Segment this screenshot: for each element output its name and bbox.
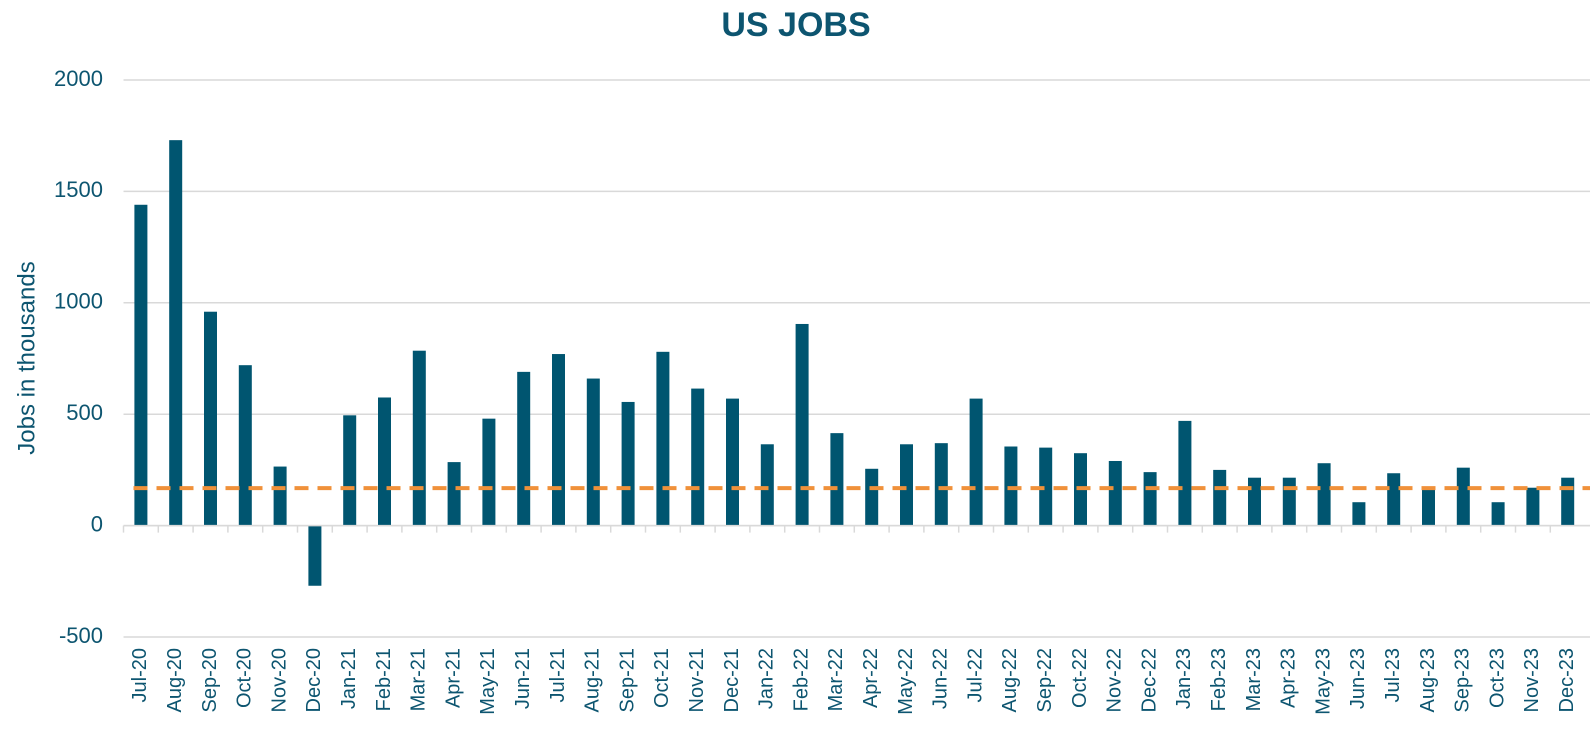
bar [1178, 420, 1192, 526]
bar [656, 351, 670, 526]
bar [830, 433, 844, 526]
bar [1491, 502, 1505, 526]
bar [1317, 463, 1331, 526]
x-tick-label: Nov-22 [1104, 648, 1126, 712]
x-tick-label: Dec-20 [303, 648, 325, 712]
bar [378, 397, 391, 526]
x-tick-label: Apr-21 [442, 648, 464, 708]
y-tick-label: -500 [59, 623, 103, 648]
x-tick-label: Oct-23 [1486, 648, 1508, 708]
bar [238, 365, 252, 526]
x-tick-label: Oct-20 [234, 648, 256, 708]
x-tick-label: Mar-21 [408, 648, 430, 711]
x-tick-label: Jul-20 [129, 648, 151, 702]
y-tick-label: 2000 [54, 66, 103, 91]
bar [795, 323, 809, 526]
x-tick-label: Feb-23 [1208, 648, 1230, 711]
x-tick-label: Aug-21 [582, 648, 604, 713]
bar [343, 415, 357, 526]
bar [552, 354, 565, 526]
y-axis-label: Jobs in thousands [13, 261, 40, 454]
bar [447, 462, 461, 526]
x-tick-label: Jun-21 [512, 648, 534, 709]
bar [1039, 447, 1053, 526]
x-tick-label: May-21 [477, 648, 499, 715]
bar [308, 525, 322, 586]
x-tick-label: Sep-21 [616, 648, 638, 713]
bar [1108, 460, 1122, 526]
x-tick-label: Feb-21 [373, 648, 395, 711]
x-tick-label: Nov-20 [268, 648, 290, 712]
bar [586, 378, 600, 526]
x-tick-label: Aug-20 [164, 648, 186, 713]
x-tick-label: Sep-22 [1034, 648, 1056, 713]
x-tick-label: Nov-23 [1521, 648, 1543, 712]
x-tick-label: Feb-22 [790, 648, 812, 711]
x-tick-label: Aug-22 [999, 648, 1021, 713]
x-tick-label: Apr-22 [860, 648, 882, 708]
bar [691, 388, 705, 526]
bar [900, 444, 913, 526]
x-tick-label: Dec-21 [721, 648, 743, 712]
x-tick-label: Dec-23 [1556, 648, 1578, 712]
y-tick-label: 1500 [54, 177, 103, 202]
x-tick-label: Jan-23 [1173, 648, 1195, 709]
y-tick-label: 1000 [54, 289, 103, 314]
bar [621, 401, 635, 526]
bar [204, 311, 217, 526]
bar [1422, 488, 1435, 526]
bar [934, 443, 948, 526]
bar [1248, 477, 1261, 526]
bar [517, 371, 531, 526]
bar [1213, 469, 1227, 526]
bar [134, 204, 148, 526]
x-tick-label: Nov-21 [686, 648, 708, 712]
x-tick-label: Mar-23 [1243, 648, 1265, 711]
x-tick-label: Jul-21 [547, 648, 569, 702]
bar [1282, 477, 1296, 526]
x-tick-label: Dec-22 [1138, 648, 1160, 712]
y-tick-label: 500 [66, 400, 103, 425]
x-tick-label: Mar-22 [825, 648, 847, 711]
x-tick-label: Jan-21 [338, 648, 360, 709]
x-tick-label: Jan-22 [756, 648, 778, 709]
bar [169, 140, 183, 526]
bar [865, 468, 879, 526]
x-tick-label: Oct-22 [1069, 648, 1091, 708]
bar [482, 418, 496, 526]
x-tick-label: Jun-22 [930, 648, 952, 709]
chart-title: US JOBS [721, 6, 870, 44]
bar [412, 350, 426, 526]
y-tick-label: 0 [91, 511, 103, 536]
x-tick-label: Apr-23 [1278, 648, 1300, 708]
x-tick-label: Jul-22 [964, 648, 986, 702]
x-tick-label: May-23 [1312, 648, 1334, 715]
bar [969, 398, 983, 526]
bar [1387, 473, 1401, 526]
x-tick-label: May-22 [895, 648, 917, 715]
x-tick-label: Sep-23 [1452, 648, 1474, 713]
bar [1561, 477, 1575, 526]
bar [726, 398, 739, 526]
bar [760, 444, 774, 526]
x-tick-label: Sep-20 [199, 648, 221, 713]
bar [1352, 502, 1366, 526]
bar [1004, 446, 1018, 526]
bar [1526, 487, 1540, 526]
bar [1456, 467, 1470, 526]
x-tick-label: Jun-23 [1347, 648, 1369, 709]
x-tick-label: Aug-23 [1417, 648, 1439, 713]
bar [1143, 472, 1157, 526]
x-tick-label: Jul-23 [1382, 648, 1404, 702]
bar [273, 466, 287, 526]
x-tick-label: Oct-21 [651, 648, 673, 708]
